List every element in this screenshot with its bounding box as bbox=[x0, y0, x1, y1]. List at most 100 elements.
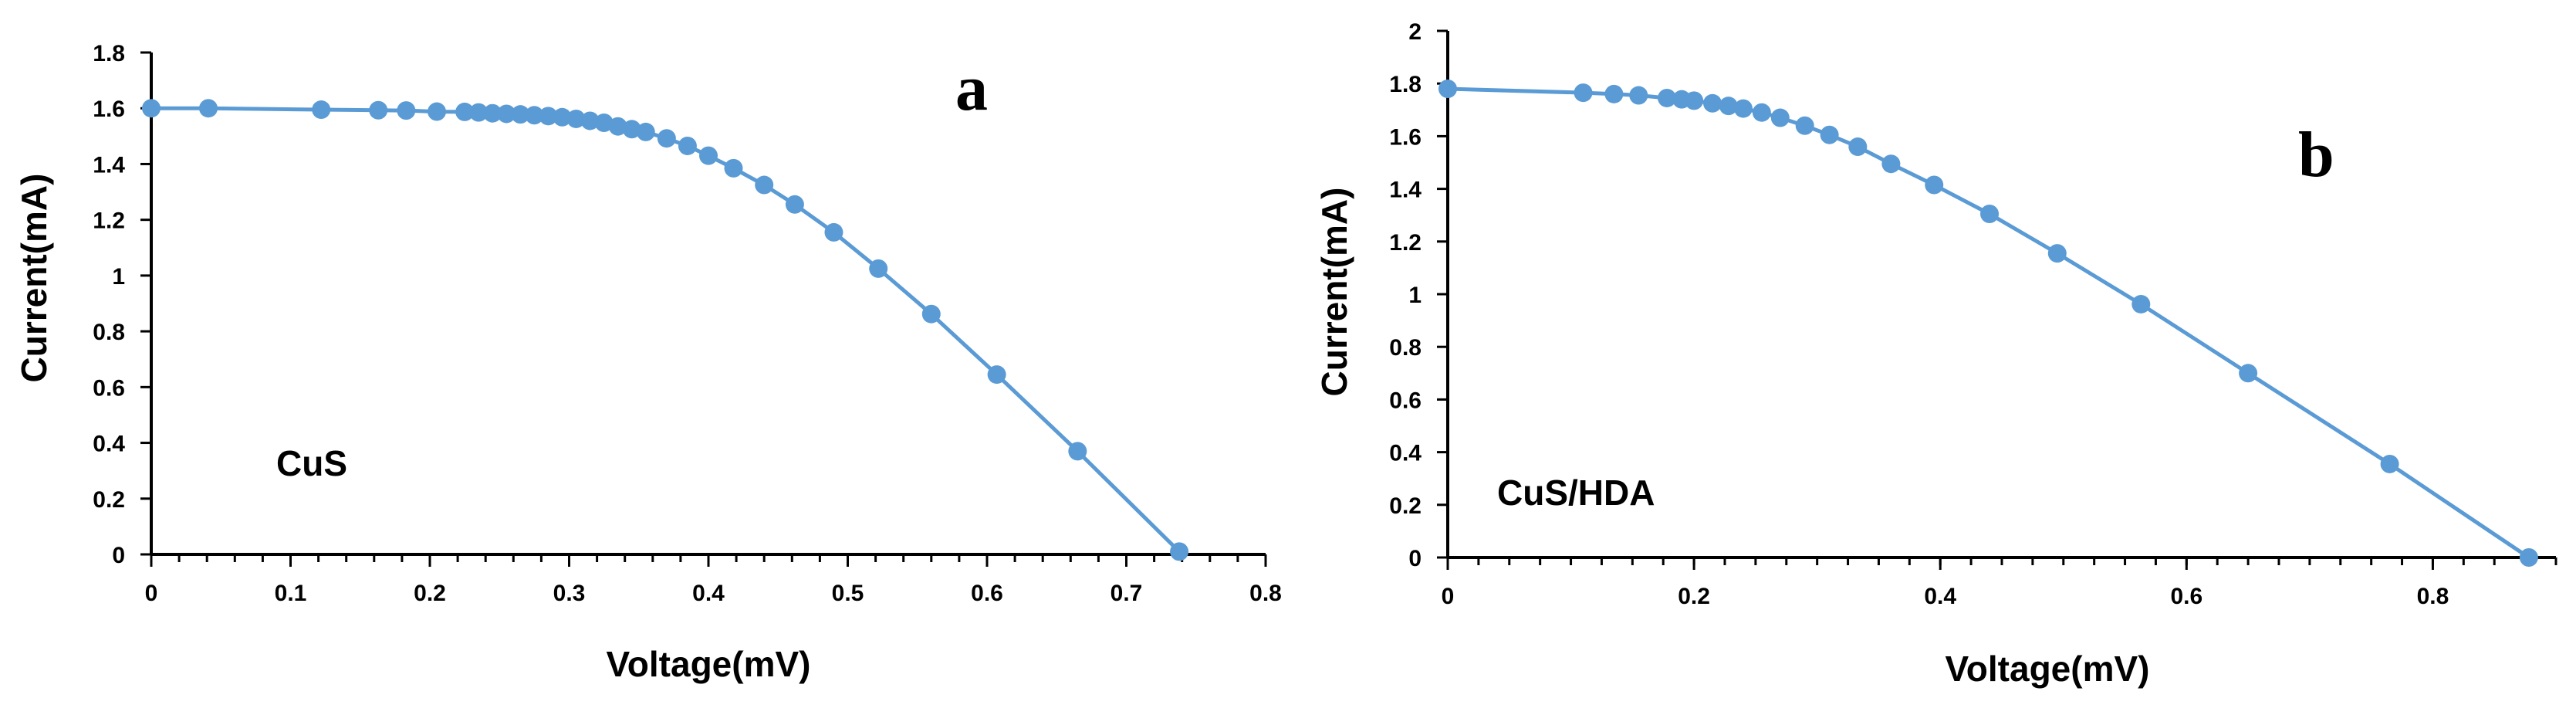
panel-b-data-point bbox=[2239, 364, 2258, 383]
panel-b-y-tick-label: 1 bbox=[1408, 283, 1422, 308]
panel-b-y-tick-label: 1.6 bbox=[1389, 124, 1422, 150]
panel-a-data-point bbox=[511, 105, 530, 124]
panel-b-y-tick-label: 0.2 bbox=[1389, 493, 1422, 519]
panel-a-chart: 0 0.2 0.4 0.6 0.8 1 1.2 1.4 1.6 1.8 0 0.1 0.2 0.3 0.4 0… bbox=[14, 41, 1282, 684]
panel-a-data-point bbox=[1068, 442, 1087, 461]
panel-b-data-point bbox=[1604, 84, 1624, 103]
panel-a-x-tick-label: 0.2 bbox=[414, 581, 446, 606]
panel-a-series bbox=[142, 99, 1189, 561]
panel-b-data-point bbox=[1881, 154, 1901, 174]
panel-a-data-point bbox=[785, 195, 804, 214]
panel-a-data-point bbox=[1170, 542, 1189, 561]
panel-a-y-tick-label: 1.6 bbox=[93, 97, 125, 122]
panel-a-data-point bbox=[636, 122, 655, 141]
panel-b-y-tick-label: 0 bbox=[1408, 546, 1422, 571]
panel-a-x-tick-label: 0.5 bbox=[832, 581, 864, 606]
panel-a-y-tick-label: 0.8 bbox=[93, 320, 125, 345]
panel-b-data-point bbox=[1820, 125, 1839, 144]
panel-a-data-point bbox=[678, 136, 697, 155]
panel-a-data-point bbox=[869, 259, 888, 278]
panel-b-y-tick-label: 1.2 bbox=[1389, 230, 1422, 256]
panel-b-y-tick-label: 2 bbox=[1408, 19, 1422, 45]
panel-a-data-point bbox=[397, 101, 416, 120]
panel-a-data-point bbox=[594, 114, 614, 132]
panel-a-data-point bbox=[699, 146, 718, 165]
panel-a-data-point bbox=[657, 129, 676, 148]
panel-a-data-point bbox=[142, 99, 161, 118]
panel-a-y-tick-label: 0.2 bbox=[93, 487, 125, 513]
panel-a-data-point bbox=[199, 99, 218, 118]
panel-a-data-point bbox=[608, 117, 627, 136]
panel-b-data-point bbox=[1438, 80, 1457, 99]
panel-b-y-tick-label: 0.8 bbox=[1389, 335, 1422, 361]
panel-b-x-axis-title: Voltage(mV) bbox=[1946, 649, 2150, 689]
panel-b-y-tick-label: 0.4 bbox=[1389, 441, 1422, 466]
panel-b-x-tick-label: 0.2 bbox=[1678, 584, 1710, 609]
panel-b-data-point bbox=[1848, 137, 1868, 157]
panel-b-data-point bbox=[2519, 548, 2538, 567]
panel-a-data-point bbox=[724, 158, 743, 178]
panel-a-data-point bbox=[369, 100, 388, 120]
panel-b-y-tick-label: 0.6 bbox=[1389, 388, 1422, 413]
panel-a-data-point bbox=[497, 104, 516, 124]
panel-b-data-point bbox=[2131, 294, 2151, 313]
panel-b-y-axis-title: Current(mA) bbox=[1314, 188, 1354, 397]
panel-a-data-point bbox=[755, 175, 774, 195]
panel-b-x-tick-label: 0 bbox=[1442, 584, 1455, 609]
panel-a-x-tick-label: 0.6 bbox=[971, 581, 1003, 606]
panel-a-axes: 0 0.2 0.4 0.6 0.8 1 1.2 1.4 1.6 1.8 0 0.1 0.2 0.3 0.4 0… bbox=[93, 41, 1282, 606]
panel-a-series-line bbox=[151, 106, 1181, 554]
panel-a-data-point bbox=[455, 102, 475, 121]
panel-a-data-point bbox=[525, 106, 544, 125]
panel-a-x-tick-label: 0 bbox=[145, 581, 158, 606]
panel-a-data-point bbox=[553, 107, 572, 127]
panel-b-data-point bbox=[1658, 88, 1677, 107]
panel-a-data-point bbox=[580, 111, 600, 130]
panel-b-data-point bbox=[2380, 454, 2399, 473]
panel-b-data-point bbox=[1574, 83, 1593, 103]
panel-b-data-point bbox=[1629, 86, 1648, 105]
panel-a-sample-label: CuS bbox=[276, 443, 347, 483]
panel-a-data-point bbox=[428, 102, 447, 121]
panel-b-data-point bbox=[1703, 93, 1722, 113]
panel-a-data-point bbox=[539, 107, 558, 126]
panel-a-y-tick-label: 1.2 bbox=[93, 208, 125, 234]
panel-a-data-point bbox=[921, 304, 941, 324]
panel-b-data-point bbox=[1925, 175, 1944, 195]
panel-b-data-point bbox=[1752, 103, 1771, 122]
panel-a-y-tick-label: 1 bbox=[112, 264, 125, 290]
panel-b-data-point bbox=[1980, 204, 2000, 223]
panel-a-x-tick-label: 0.7 bbox=[1111, 581, 1143, 606]
panel-b-data-point bbox=[1795, 116, 1814, 135]
panel-b-data-point bbox=[1733, 99, 1753, 118]
panel-b-letter: b bbox=[2298, 119, 2334, 191]
panel-a-data-point bbox=[566, 109, 586, 128]
panel-a-x-tick-label: 0.8 bbox=[1249, 581, 1282, 606]
panel-a-data-point bbox=[622, 120, 641, 139]
panel-a-data-point bbox=[469, 103, 488, 122]
panel-b-y-tick-label: 1.8 bbox=[1389, 72, 1422, 97]
panel-a-x-tick-label: 0.1 bbox=[275, 581, 307, 606]
panel-b-chart: 0 0.2 0.4 0.6 0.8 1 1.2 1.4 1.6 1.8 2 0 0.2 0.4 0.6 0.8… bbox=[1314, 19, 2557, 689]
panel-a-y-tick-label: 0.6 bbox=[93, 375, 125, 401]
panel-a-letter: a bbox=[955, 53, 988, 124]
panel-b-axes: 0 0.2 0.4 0.6 0.8 1 1.2 1.4 1.6 1.8 2 0 0.2 0.4 0.6 0.8 bbox=[1389, 19, 2557, 609]
panel-a-x-axis-title: Voltage(mV) bbox=[607, 644, 811, 684]
panel-b-data-point bbox=[1770, 108, 1790, 127]
panel-b-series bbox=[1438, 80, 2538, 567]
panel-a-y-tick-label: 1.4 bbox=[93, 152, 125, 178]
panel-b-data-point bbox=[1685, 91, 1704, 110]
panel-b-x-tick-label: 0.4 bbox=[1924, 584, 1956, 609]
panel-b-x-tick-label: 0.6 bbox=[2170, 584, 2202, 609]
panel-b-data-point bbox=[1719, 97, 1738, 116]
panel-a-x-tick-label: 0.4 bbox=[692, 581, 725, 606]
panel-a-y-tick-label: 0 bbox=[112, 543, 125, 568]
panel-a-y-tick-label: 1.8 bbox=[93, 41, 125, 66]
panel-a-data-point bbox=[987, 365, 1006, 385]
panel-a-data-point bbox=[312, 100, 331, 120]
panel-a-x-tick-label: 0.3 bbox=[553, 581, 586, 606]
panel-b-sample-label: CuS/HDA bbox=[1497, 473, 1655, 513]
panel-a-data-point bbox=[483, 103, 502, 123]
panel-b-x-tick-label: 0.8 bbox=[2417, 584, 2449, 609]
